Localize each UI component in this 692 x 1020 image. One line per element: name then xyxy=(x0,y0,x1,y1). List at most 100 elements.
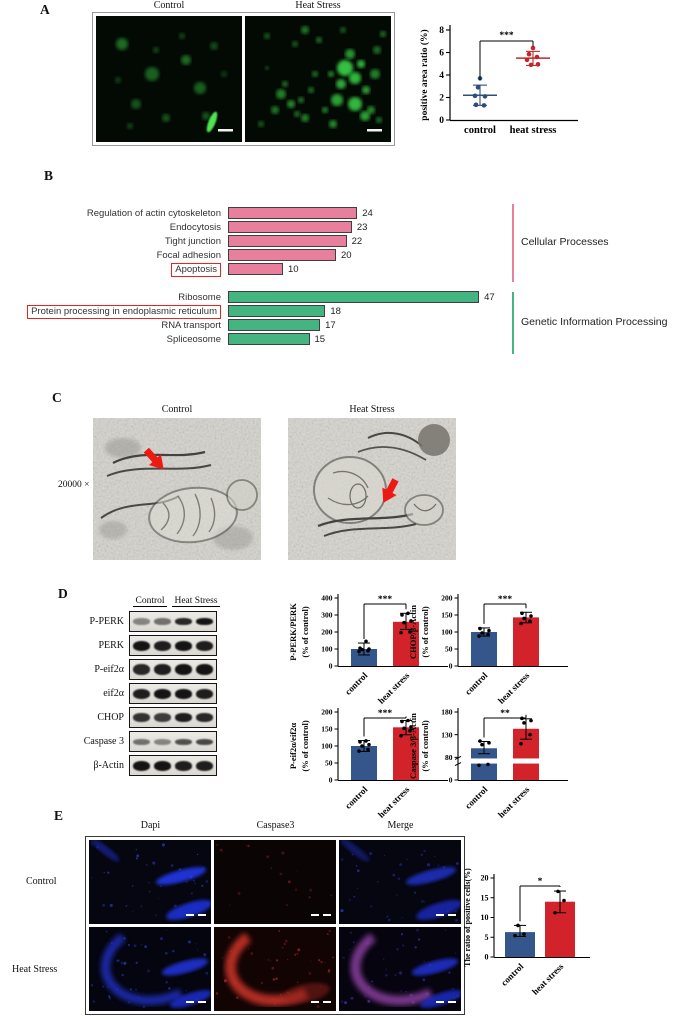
pathway-count: 23 xyxy=(356,221,368,233)
blot-row: P-PERK xyxy=(60,611,217,632)
panel-c-label: C xyxy=(52,390,62,405)
kegg-row: Regulation of actin cytoskeleton 24 xyxy=(0,206,495,220)
svg-text:6: 6 xyxy=(439,49,444,59)
panel-c-title-control: Control xyxy=(161,404,193,415)
svg-text:control: control xyxy=(499,961,526,988)
panel-e-row-label-heat: Heat Stress xyxy=(12,964,58,975)
protein-band xyxy=(196,640,213,651)
blot-image xyxy=(129,611,217,632)
protein-band xyxy=(133,618,150,625)
pathway-label: RNA transport xyxy=(161,319,221,331)
data-point xyxy=(528,62,534,68)
pathway-bar xyxy=(228,304,326,318)
data-point xyxy=(481,103,487,108)
protein-band xyxy=(175,618,192,625)
kegg-row: RNA transport 17 xyxy=(0,318,495,332)
protein-band xyxy=(154,738,171,745)
svg-text:P-PERK/PERK: P-PERK/PERK xyxy=(288,603,298,661)
svg-text:150: 150 xyxy=(441,611,453,620)
pathway-bar xyxy=(228,234,347,248)
blot-label: eif2α xyxy=(103,688,124,699)
red-arrow-icon xyxy=(382,478,399,503)
fluorescence-control-image xyxy=(96,16,242,142)
svg-text:control: control xyxy=(343,784,370,811)
protein-band xyxy=(154,618,171,625)
svg-text:50: 50 xyxy=(325,759,333,768)
scale-bar xyxy=(367,129,382,132)
significance-marker: *** xyxy=(378,709,393,719)
protein-band xyxy=(133,688,150,699)
kegg-legend-cellular-label: Cellular Processes xyxy=(521,236,609,248)
pathway-label: Focal adhesion xyxy=(156,249,221,261)
panel-b-label: B xyxy=(44,168,54,183)
svg-text:heat stress: heat stress xyxy=(530,961,566,997)
scale-bar xyxy=(448,914,456,916)
panel-e-bar-chart: 0 5 10 15 20 The ratio of positive cells(%) co… xyxy=(463,868,590,997)
pathway-bar xyxy=(228,290,480,304)
pathway-count: 17 xyxy=(325,319,336,331)
blot-image xyxy=(129,755,217,776)
protein-band xyxy=(133,640,150,651)
blot-header-control: Control xyxy=(133,596,167,607)
svg-text:heat stress: heat stress xyxy=(496,670,532,706)
kegg-row: Tight junction 22 xyxy=(0,234,495,248)
positive-area-ratio-scatter-chart: 0 2 4 6 8 positive area ratio (%) control heat … xyxy=(419,25,578,136)
caspase3-control-image xyxy=(214,840,336,924)
kegg-group-1: Ribosome 47 Protein processing in endoplas… xyxy=(0,290,495,346)
svg-text:80: 80 xyxy=(445,753,453,762)
pathway-label-highlighted: Protein processing in endoplasmic reticu… xyxy=(27,304,221,319)
significance-marker: *** xyxy=(498,595,513,605)
pathway-count: 15 xyxy=(314,333,326,345)
protein-band xyxy=(175,688,192,699)
scale-bar xyxy=(186,1001,194,1003)
magnification-label: 20000 × xyxy=(58,480,90,490)
data-point xyxy=(482,94,488,99)
kegg-row: Spliceosome 15 xyxy=(0,332,495,346)
panel-a-title-control: Control xyxy=(153,0,185,11)
panel-a-label: A xyxy=(40,2,50,17)
svg-text:control: control xyxy=(464,125,496,136)
pathway-count: 10 xyxy=(288,263,299,275)
kegg-row: Protein processing in endoplasmic reticu… xyxy=(0,304,495,319)
svg-text:10: 10 xyxy=(481,913,489,922)
panel-e-row-label-control: Control xyxy=(26,876,57,887)
svg-text:control: control xyxy=(463,670,490,697)
kegg-legend-cellular-line xyxy=(512,204,514,282)
panel-a-image-frame xyxy=(92,12,395,146)
blot-image xyxy=(129,731,217,752)
pathway-label: Endocytosis xyxy=(169,221,221,233)
bar-control xyxy=(471,632,497,666)
svg-text:control: control xyxy=(343,670,370,697)
pathway-bar xyxy=(228,206,358,220)
svg-text:130: 130 xyxy=(441,730,453,739)
scale-bar xyxy=(448,1001,456,1003)
svg-text:(% of control): (% of control) xyxy=(300,720,310,771)
western-blot-rows: P-PERK PERK P-eif2α eif2α CHOP Caspase 3 β-Act… xyxy=(60,611,217,779)
kegg-group-0: Regulation of actin cytoskeleton 24 Endocy… xyxy=(0,206,495,277)
significance-marker: * xyxy=(538,877,543,887)
pathway-label: Spliceosome xyxy=(166,333,221,345)
pathway-count: 18 xyxy=(330,305,341,317)
scale-bar xyxy=(436,1001,444,1003)
data-point xyxy=(472,93,478,99)
pathway-count: 24 xyxy=(362,207,373,219)
bar-heat-stress xyxy=(393,727,419,780)
kegg-legend-genetic-line xyxy=(512,292,514,354)
protein-band xyxy=(196,760,213,771)
protein-band xyxy=(175,738,192,745)
blot-label: PERK xyxy=(98,640,124,651)
svg-text:2: 2 xyxy=(439,94,444,104)
scale-bar xyxy=(198,1001,206,1003)
svg-text:200: 200 xyxy=(321,708,333,717)
group-gap xyxy=(0,276,495,290)
scale-bar xyxy=(311,914,319,916)
panel-e-col-header-caspase3: Caspase3 xyxy=(256,820,295,831)
svg-text:4: 4 xyxy=(439,71,444,81)
chart-caspase3-actin: 0 80 130 180 Caspase 3/β-Actin (% of control)… xyxy=(408,708,568,820)
significance-marker: *** xyxy=(378,595,393,605)
svg-text:heat stress: heat stress xyxy=(376,784,412,820)
pathway-bar xyxy=(228,318,321,332)
kegg-row: Endocytosis 23 xyxy=(0,220,495,234)
